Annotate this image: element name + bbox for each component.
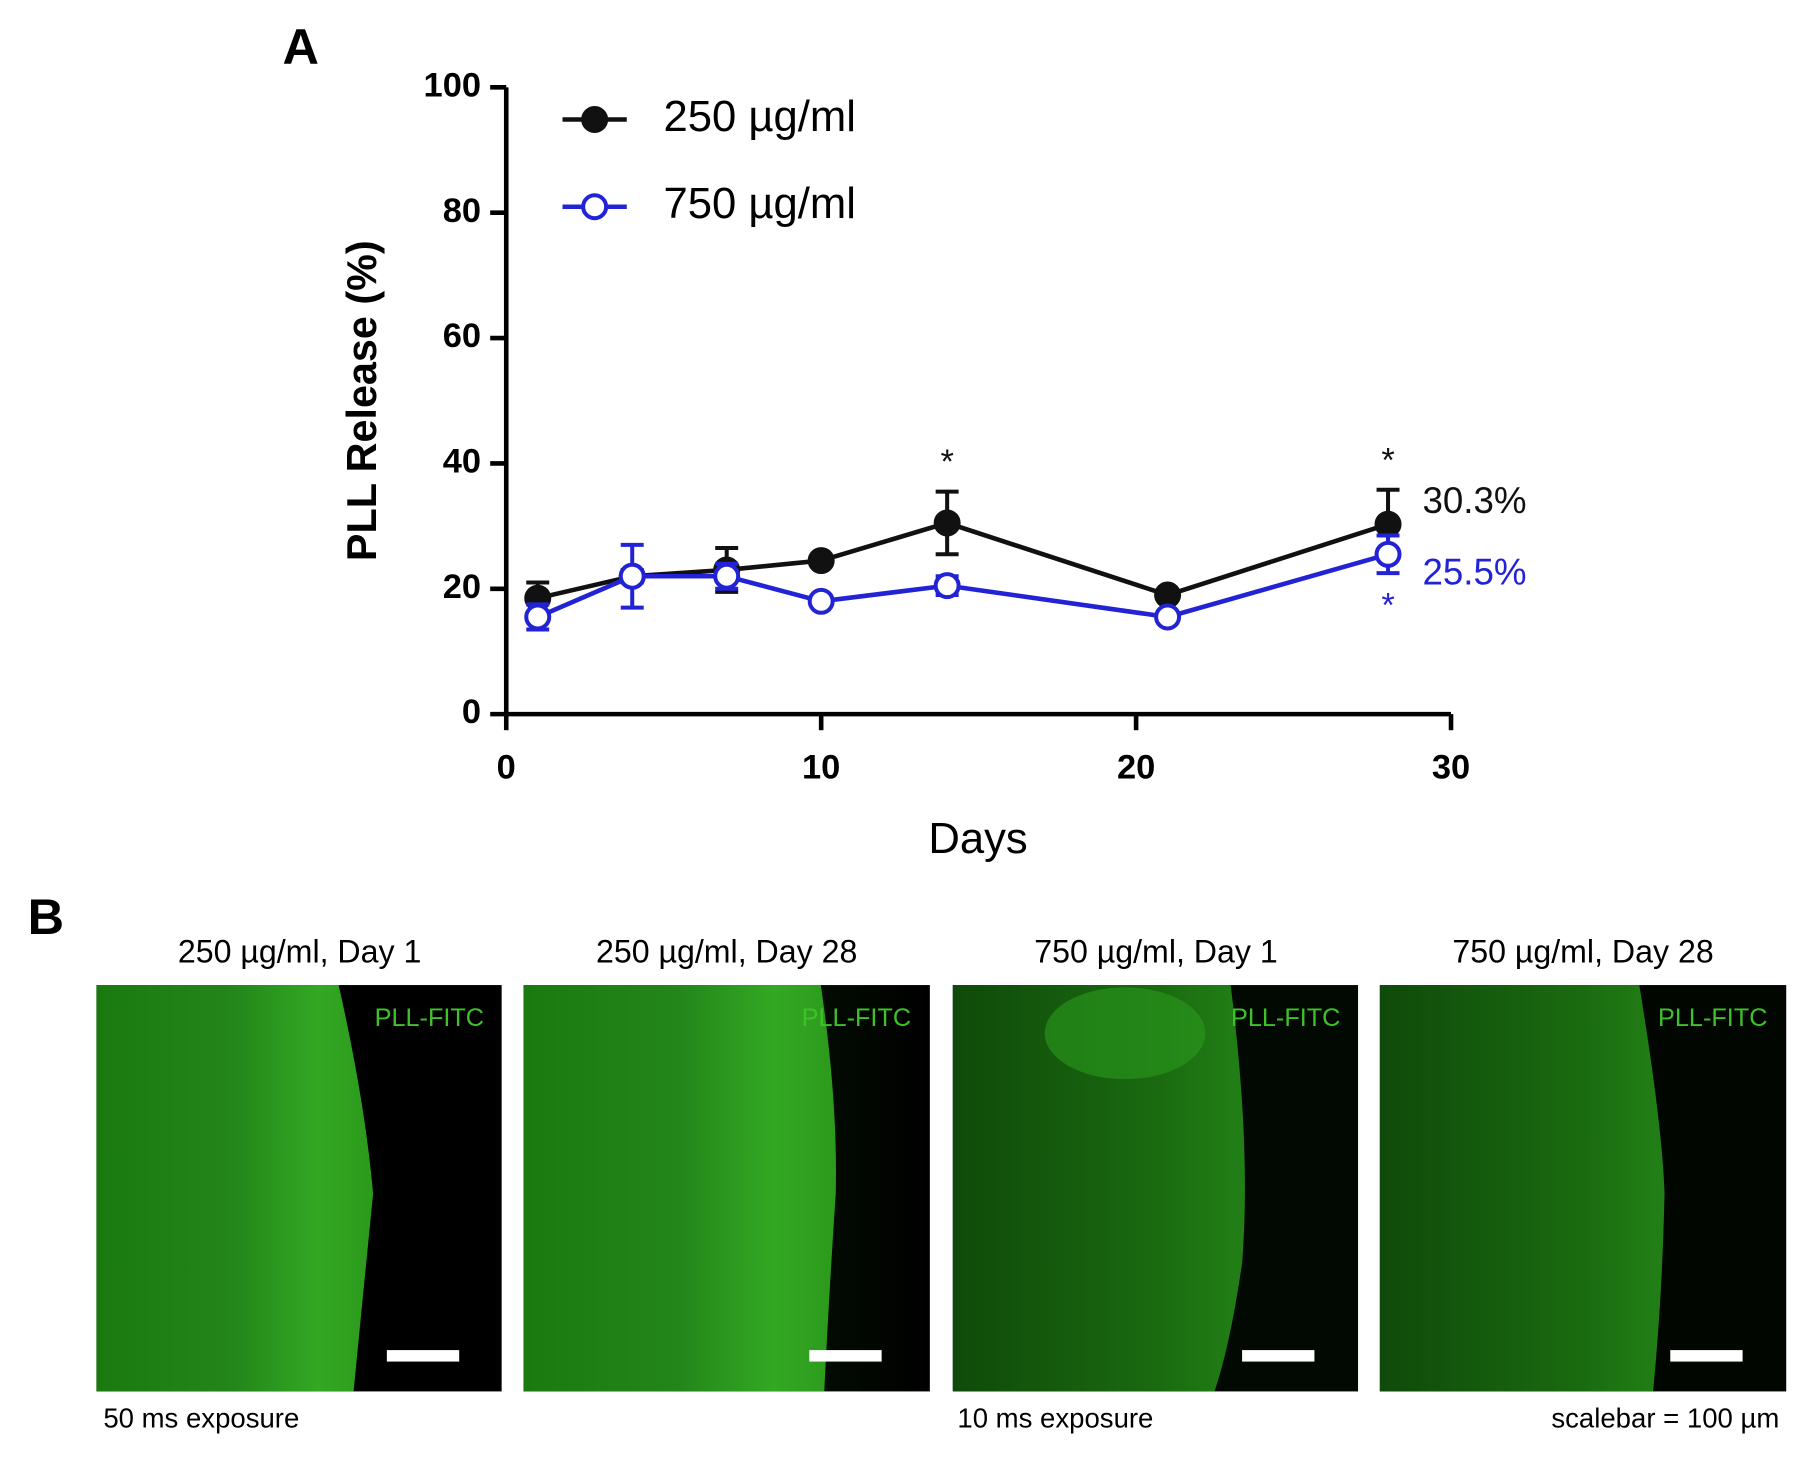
data-point xyxy=(1154,603,1182,631)
significance-marker: * xyxy=(940,443,953,481)
image-title: 750 µg/ml, Day 1 xyxy=(1034,934,1278,970)
data-point xyxy=(1374,510,1402,538)
image-title: 250 µg/ml, Day 1 xyxy=(178,934,422,970)
micrograph xyxy=(952,985,1359,1392)
legend-marker xyxy=(581,193,609,221)
data-point xyxy=(807,587,835,615)
stain-label: PLL-FITC xyxy=(802,1004,911,1032)
y-tick-label: 0 xyxy=(462,693,481,731)
y-tick-label: 20 xyxy=(443,568,481,606)
x-axis-label: Days xyxy=(928,815,1027,863)
significance-marker: * xyxy=(1381,441,1394,479)
legend-marker xyxy=(581,106,609,133)
x-tick-label: 30 xyxy=(1432,748,1470,786)
panel-label: A xyxy=(283,18,319,75)
caption: 50 ms exposure xyxy=(103,1402,299,1433)
caption: scalebar = 100 µm xyxy=(1551,1402,1779,1433)
x-tick-label: 10 xyxy=(802,748,840,786)
y-tick-label: 80 xyxy=(443,192,481,230)
y-tick-label: 100 xyxy=(424,66,481,104)
data-point xyxy=(933,509,961,537)
data-point xyxy=(807,547,835,575)
micrograph xyxy=(1379,985,1787,1392)
y-tick-label: 40 xyxy=(443,443,481,481)
data-point xyxy=(1374,540,1402,568)
value-label: 30.3% xyxy=(1422,480,1526,521)
x-tick-label: 0 xyxy=(497,748,516,786)
caption: 10 ms exposure xyxy=(957,1402,1153,1433)
data-point xyxy=(524,603,552,631)
micrograph xyxy=(96,985,502,1392)
data-point xyxy=(618,562,646,590)
image-title: 750 µg/ml, Day 28 xyxy=(1452,934,1713,970)
micrograph xyxy=(523,985,930,1392)
value-label: 25.5% xyxy=(1422,552,1526,593)
y-tick-label: 60 xyxy=(443,317,481,355)
stain-label: PLL-FITC xyxy=(1231,1004,1340,1032)
stain-label: PLL-FITC xyxy=(375,1004,484,1032)
y-axis-label: PLL Release (%) xyxy=(339,240,385,561)
legend-label: 750 µg/ml xyxy=(664,180,856,228)
data-point xyxy=(933,572,961,600)
legend-label: 250 µg/ml xyxy=(664,93,856,141)
x-tick-label: 20 xyxy=(1117,748,1155,786)
data-point xyxy=(713,562,741,590)
image-title: 250 µg/ml, Day 28 xyxy=(596,934,857,970)
stain-label: PLL-FITC xyxy=(1658,1004,1767,1032)
significance-marker: * xyxy=(1381,587,1394,625)
data-point xyxy=(1154,581,1182,609)
panel-label: B xyxy=(28,888,64,945)
